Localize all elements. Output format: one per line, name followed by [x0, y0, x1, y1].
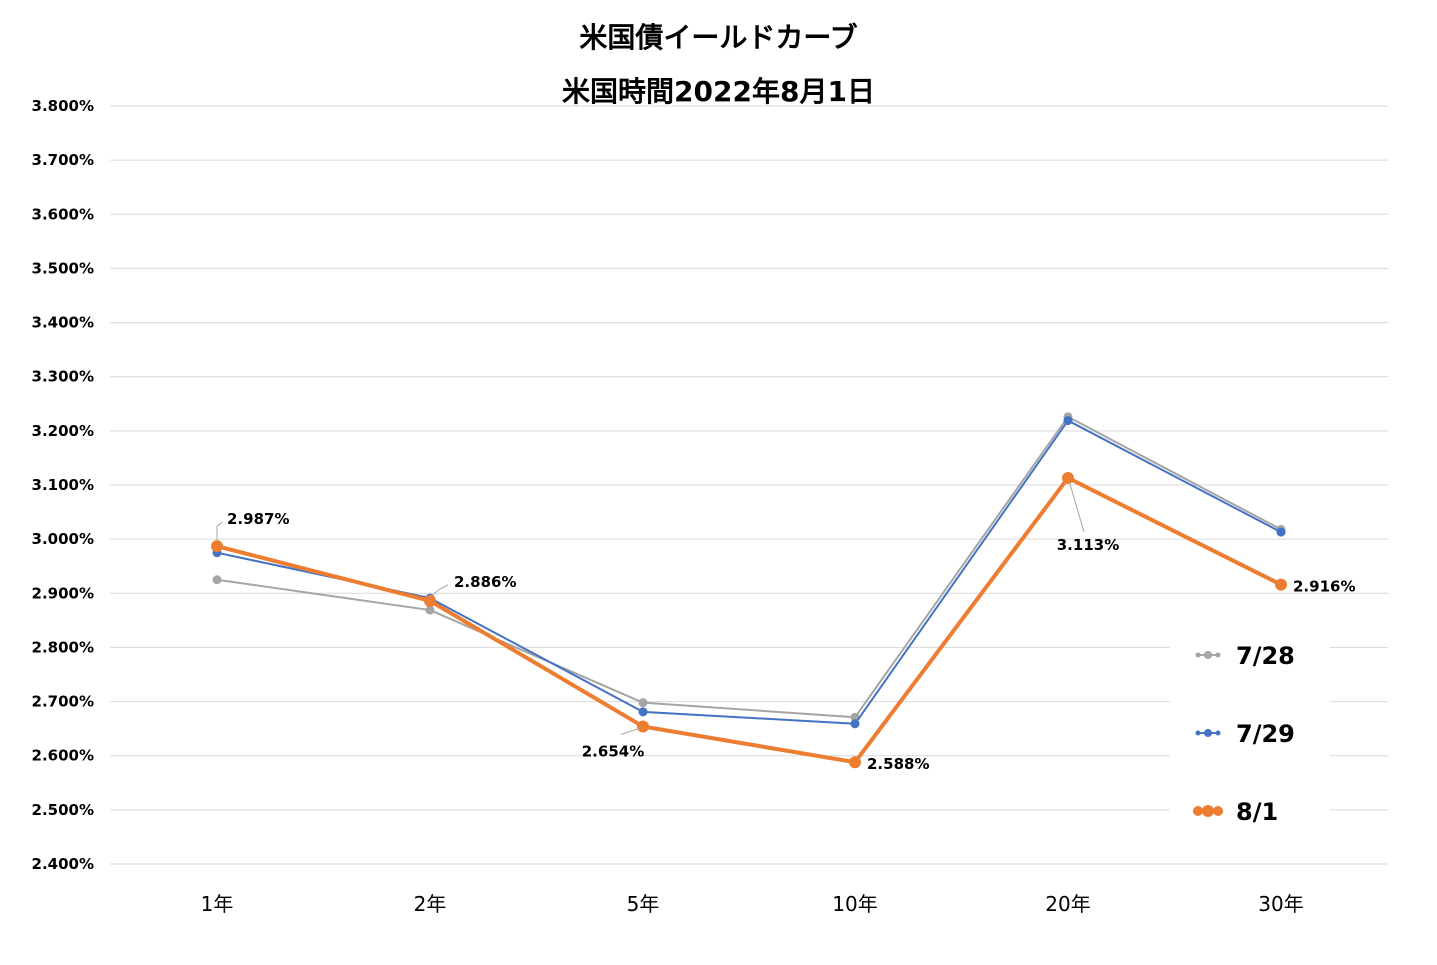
data-label-leader — [1069, 483, 1085, 533]
y-tick-label: 2.600% — [32, 747, 94, 765]
y-tick-label: 2.800% — [32, 638, 94, 656]
y-tick-label: 2.900% — [32, 584, 94, 602]
data-label-leader — [620, 728, 640, 735]
data-label-leader — [429, 584, 449, 598]
x-tick-label: 1年 — [201, 892, 234, 916]
data-label: 2.916% — [1293, 578, 1355, 596]
x-tick-label: 2年 — [414, 892, 447, 916]
legend-swatch-marker — [1204, 651, 1212, 659]
chart-subtitle: 米国時間2022年8月1日 — [562, 75, 875, 108]
data-point-7-29-4 — [1063, 416, 1073, 426]
legend-swatch-marker — [1195, 730, 1201, 736]
data-label: 2.654% — [582, 742, 644, 760]
data-label: 2.886% — [454, 573, 516, 591]
y-tick-label: 2.700% — [32, 693, 94, 711]
x-tick-label: 30年 — [1258, 892, 1303, 916]
legend-swatch-marker — [1213, 806, 1223, 816]
legend-swatch-marker — [1215, 652, 1221, 658]
y-tick-label: 2.500% — [32, 801, 94, 819]
data-point-8-1-3 — [849, 756, 861, 769]
legend-swatch-marker — [1215, 730, 1221, 736]
legend-label: 7/28 — [1236, 642, 1295, 670]
data-point-7-29-3 — [850, 719, 860, 729]
legend-swatch-marker — [1202, 805, 1214, 817]
legend-label: 8/1 — [1236, 798, 1278, 826]
data-point-8-1-1 — [424, 594, 436, 607]
y-tick-label: 3.000% — [32, 530, 94, 548]
y-tick-label: 3.400% — [32, 314, 94, 332]
y-tick-label: 3.500% — [32, 259, 94, 277]
data-label: 2.987% — [227, 510, 289, 528]
y-tick-label: 3.800% — [32, 97, 94, 115]
data-point-8-1-4 — [1062, 471, 1074, 484]
data-point-7-28-0 — [212, 575, 222, 585]
data-point-8-1-2 — [637, 720, 649, 733]
y-tick-label: 3.300% — [32, 368, 94, 386]
data-point-7-29-5 — [1276, 527, 1286, 537]
y-tick-label: 3.600% — [32, 205, 94, 223]
data-point-8-1-0 — [211, 540, 223, 553]
chart-title: 米国債イールドカーブ — [579, 21, 858, 54]
legend-swatch-marker — [1193, 806, 1203, 816]
y-tick-label: 3.200% — [32, 422, 94, 440]
legend-label: 7/29 — [1236, 720, 1295, 748]
data-point-7-29-2 — [638, 707, 648, 717]
data-point-7-28-1 — [425, 605, 435, 615]
y-tick-label: 2.400% — [32, 855, 94, 873]
x-tick-label: 20年 — [1045, 892, 1090, 916]
series-line-8-1 — [216, 475, 1282, 765]
legend-swatch-marker — [1204, 729, 1212, 737]
x-tick-label: 10年 — [832, 892, 877, 916]
series-line-7-29 — [216, 419, 1282, 725]
data-point-8-1-5 — [1275, 578, 1287, 591]
data-label-leader — [216, 521, 223, 541]
y-tick-label: 3.100% — [32, 476, 94, 494]
x-tick-label: 5年 — [627, 892, 660, 916]
data-point-7-28-2 — [638, 698, 648, 708]
data-label: 3.113% — [1057, 536, 1119, 554]
data-label: 2.588% — [867, 755, 929, 773]
series-line-7-28 — [216, 415, 1282, 719]
legend-swatch-marker — [1195, 652, 1201, 658]
y-tick-label: 3.700% — [32, 151, 94, 169]
